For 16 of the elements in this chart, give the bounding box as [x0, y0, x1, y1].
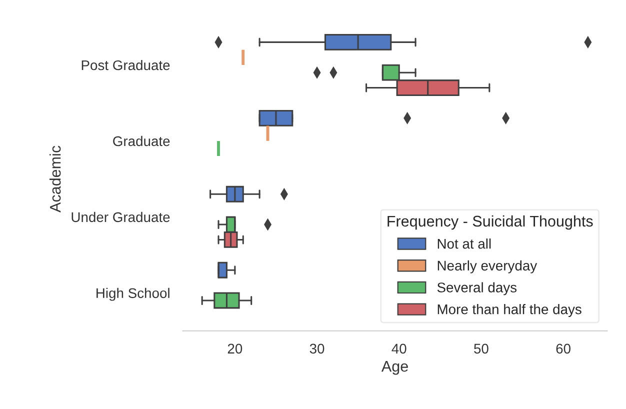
legend-label: Several days: [437, 282, 517, 296]
y-tick-label: Post Graduate: [82, 60, 170, 70]
legend-label: Not at all: [438, 238, 491, 249]
x-tick-label: 20: [228, 344, 242, 354]
y-tick-label: Graduate: [113, 136, 170, 146]
y-tick-label: High School: [96, 288, 170, 301]
x-tick-label: 30: [310, 344, 324, 354]
legend-label: Nearly everyday: [438, 260, 538, 274]
y-axis-title: Academic: [50, 146, 61, 212]
x-tick-label: 60: [556, 344, 570, 354]
x-tick-label: 40: [392, 344, 406, 354]
legend-title: Frequency - Suicidal Thoughts: [388, 215, 593, 230]
x-tick-label: 50: [474, 344, 488, 354]
y-tick-label: Under Graduate: [72, 212, 170, 222]
legend-label: More than half the days: [438, 304, 582, 317]
x-axis-title: Age: [381, 361, 408, 375]
